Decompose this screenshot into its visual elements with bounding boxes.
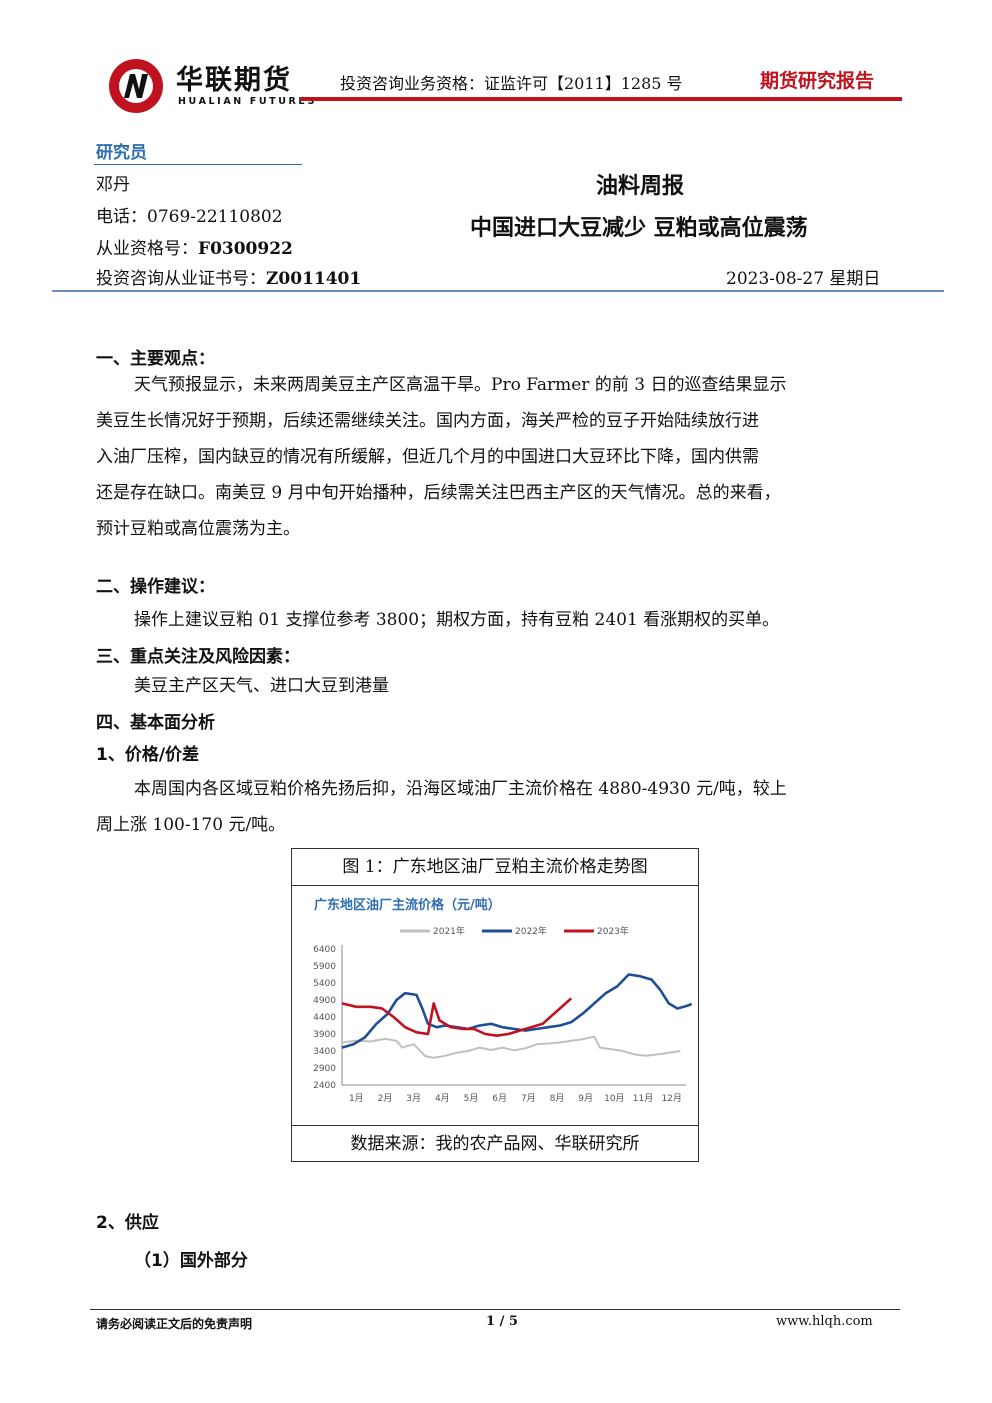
x-tick-label: 2月 (378, 1093, 393, 1104)
header-divider (300, 97, 902, 101)
section-1-line: 预计豆粕或高位震荡为主。 (96, 519, 300, 539)
y-tick-label: 5900 (313, 962, 336, 972)
section-2-heading: 二、操作建议： (96, 577, 215, 597)
x-tick-label: 4月 (435, 1093, 450, 1104)
section-3-body: 美豆主产区天气、进口大豆到港量 (134, 676, 389, 696)
legend-label: 2022年 (515, 925, 547, 937)
certificate-label: 投资咨询从业证书号： (96, 269, 266, 289)
x-tick-label: 5月 (464, 1093, 479, 1104)
analyst-certificate: 投资咨询从业证书号：Z0011401 (96, 264, 361, 289)
legend-label: 2021年 (433, 925, 465, 937)
section-1-line: 还是存在缺口。南美豆 9 月中旬开始播种，后续需关注巴西主产区的天气情况。总的来… (96, 483, 781, 503)
logo-en: HUALIAN FUTURES (178, 96, 317, 107)
figure-caption: 图 1：广东地区油厂豆粕主流价格走势图 (292, 849, 698, 886)
section-4-2-heading: 2、供应 (96, 1213, 159, 1233)
y-tick-label: 4900 (313, 996, 336, 1006)
company-logo-icon (109, 59, 163, 113)
report-date: 2023-08-27 星期日 (726, 269, 881, 289)
x-tick-label: 3月 (406, 1093, 421, 1104)
report-category: 期货研究报告 (760, 70, 875, 92)
figure-1: 图 1：广东地区油厂豆粕主流价格走势图 广东地区油厂主流价格（元/吨） 2400 2… (291, 848, 699, 1162)
section-4-heading: 四、基本面分析 (96, 713, 215, 733)
y-tick-label: 4400 (313, 1013, 336, 1023)
figure-source: 数据来源：我的农产品网、华联研究所 (292, 1125, 698, 1162)
analyst-phone: 电话：0769-22110802 (96, 207, 283, 227)
qualification-value: F0300922 (198, 239, 293, 259)
report-type: 油料周报 (596, 174, 685, 199)
x-tick-label: 12月 (661, 1093, 681, 1104)
footer-website: www.hlqh.com (776, 1314, 873, 1329)
footer-page-number: 1 / 5 (486, 1314, 518, 1329)
logo-cn: 华联期货 (176, 65, 292, 96)
price-line-chart: 广东地区油厂主流价格（元/吨） 2400 2900 3400 3900 4400 4900 5… (313, 897, 693, 1104)
report-title: 中国进口大豆减少 豆粕或高位震荡 (470, 216, 808, 241)
qualification-label: 从业资格号： (96, 239, 198, 259)
y-tick-label: 6400 (313, 945, 336, 955)
license-text: 投资咨询业务资格：证监许可【2011】1285 号 (340, 74, 683, 93)
footer-disclaimer: 请务必阅读正文后的免责声明 (96, 1317, 253, 1331)
analyst-name: 邓丹 (96, 175, 130, 195)
x-tick-label: 1月 (349, 1093, 364, 1104)
section-1-line: 美豆生长情况好于预期，后续还需继续关注。国内方面，海关严检的豆子开始陆续放行进 (96, 411, 759, 431)
section-1-body: 天气预报显示，未来两周美豆主产区高温干旱。Pro Farmer 的前 3 日的巡… (96, 367, 896, 547)
section-4-1-line: 本周国内各区域豆粕价格先扬后抑，沿海区域油厂主流价格在 4880-4930 元/… (134, 779, 787, 799)
title-divider (52, 290, 944, 292)
section-4-2-sub-heading: （1）国外部分 (134, 1251, 248, 1271)
x-tick-label: 8月 (550, 1093, 565, 1104)
section-2-body: 操作上建议豆粕 01 支撑位参考 3800；期权方面，持有豆粕 2401 看涨期… (134, 610, 780, 630)
x-tick-label: 6月 (492, 1093, 507, 1104)
analyst-qualification: 从业资格号：F0300922 (96, 234, 293, 259)
y-tick-label: 2400 (313, 1081, 336, 1091)
y-tick-label: 3900 (313, 1030, 336, 1040)
certificate-value: Z0011401 (266, 269, 362, 289)
section-3-heading: 三、重点关注及风险因素： (96, 647, 300, 667)
researcher-divider (94, 164, 302, 165)
x-tick-label: 9月 (578, 1093, 593, 1104)
y-tick-label: 3400 (313, 1047, 336, 1057)
section-4-1-body: 本周国内各区域豆粕价格先扬后抑，沿海区域油厂主流价格在 4880-4930 元/… (96, 771, 896, 843)
section-1-line: 天气预报显示，未来两周美豆主产区高温干旱。Pro Farmer 的前 3 日的巡… (134, 375, 787, 395)
series-line-2021年 (341, 1035, 681, 1059)
section-1-heading: 一、主要观点： (96, 349, 215, 369)
y-tick-label: 5400 (313, 979, 336, 989)
series-line-2022年 (341, 973, 693, 1049)
x-tick-label: 10月 (604, 1093, 624, 1104)
footer-divider (90, 1309, 900, 1310)
section-4-1-line: 周上涨 100-170 元/吨。 (96, 815, 286, 835)
section-4-1-heading: 1、价格/价差 (96, 745, 200, 765)
researcher-label: 研究员 (96, 143, 147, 163)
series-line-2023年 (341, 997, 573, 1037)
chart-title: 广东地区油厂主流价格（元/吨） (314, 897, 501, 913)
x-tick-label: 11月 (633, 1093, 653, 1104)
x-tick-label: 7月 (521, 1093, 536, 1104)
y-tick-label: 2900 (313, 1064, 336, 1074)
section-1-line: 入油厂压榨，国内缺豆的情况有所缓解，但近几个月的中国进口大豆环比下降，国内供需 (96, 447, 759, 467)
legend-label: 2023年 (597, 925, 629, 937)
